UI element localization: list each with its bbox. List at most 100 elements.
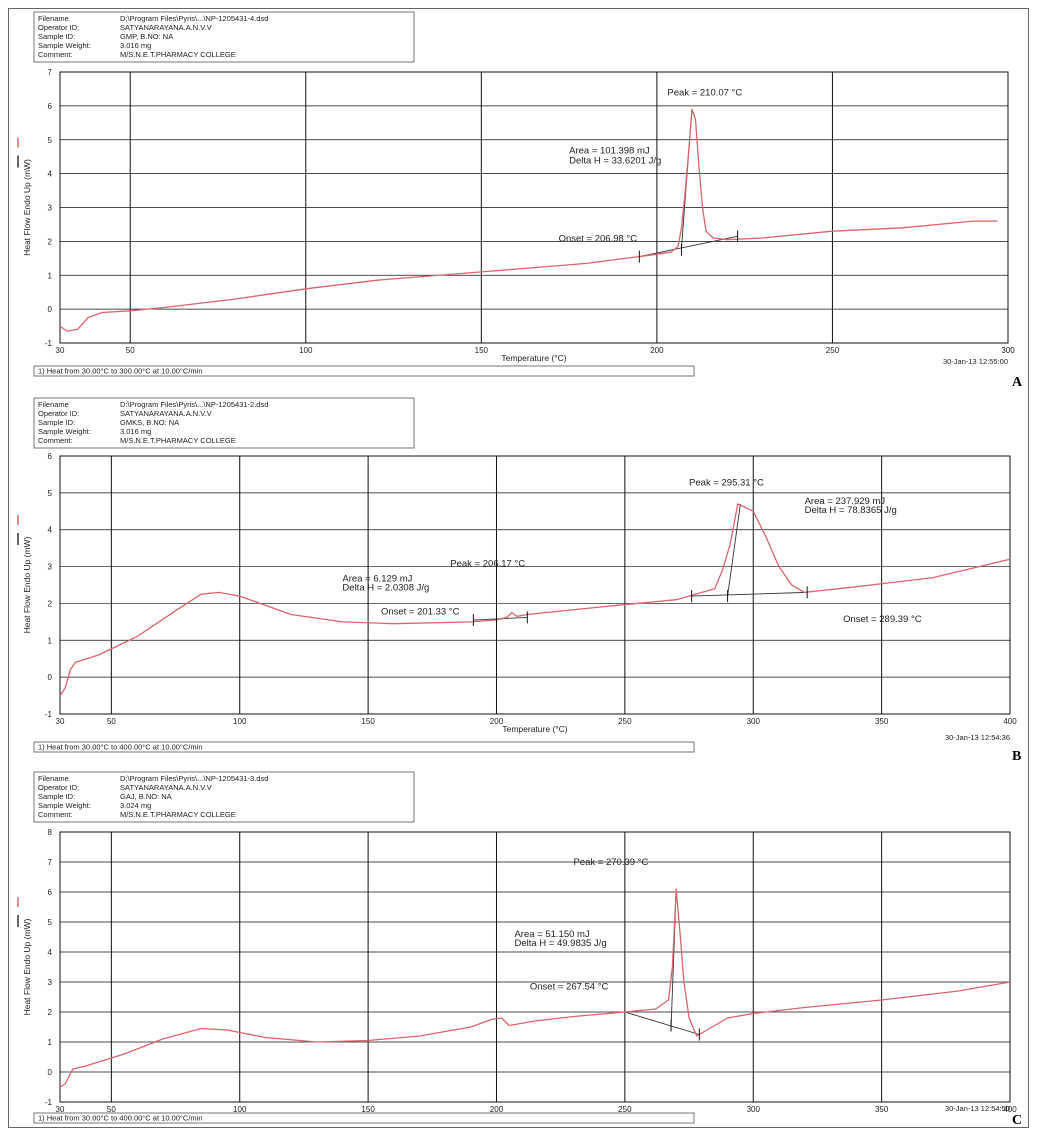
y-tick-label: 4 [48, 526, 53, 535]
peak-annotation: Delta H = 78.8365 J/g [805, 505, 897, 516]
x-tick-label: 350 [875, 1105, 889, 1114]
x-tick-label: 200 [490, 717, 504, 726]
baseline-segment [727, 503, 741, 597]
x-axis-label: Temperature (°C) [501, 353, 566, 363]
y-tick-label: 6 [48, 102, 53, 111]
x-tick-label: 300 [1001, 346, 1015, 355]
method-box [33, 1112, 695, 1124]
x-tick-label: 100 [233, 1105, 247, 1114]
header-label: Filename [38, 14, 69, 23]
peak-annotation: Area = 101.398 mJ [569, 145, 650, 156]
x-tick-label: 30 [56, 717, 65, 726]
header-label: Sample Weight: [38, 427, 91, 436]
x-tick-label: 400 [1003, 1105, 1017, 1114]
y-tick-label: 0 [48, 1068, 53, 1077]
y-axis-label: Heat Flow Endo Up (mW) [22, 536, 32, 633]
y-tick-label: 7 [48, 68, 53, 77]
header-label: Sample Weight: [38, 41, 91, 50]
header-label: Operator ID: [38, 783, 79, 792]
panel-c: Filename D:\Program Files\Pyris\...\NP-12… [17, 771, 1022, 1128]
header-label: Comment: [38, 436, 73, 445]
header-value: 3.024 mg [120, 801, 151, 810]
peak-annotation: Peak = 206.17 °C [450, 559, 525, 570]
y-axis-label: Heat Flow Endo Up (mW) [22, 918, 32, 1015]
x-tick-label: 100 [299, 346, 313, 355]
x-tick-label: 250 [618, 1105, 632, 1114]
y-tick-label: 6 [48, 888, 53, 897]
y-tick-label: 3 [48, 978, 53, 987]
y-tick-label: -1 [45, 1098, 53, 1107]
header-box [33, 11, 415, 63]
y-tick-label: 8 [48, 828, 53, 837]
y-tick-label: 7 [48, 858, 53, 867]
header-label: Sample ID: [38, 418, 75, 427]
plot-area [59, 831, 1011, 1103]
header-value: GMP, B.NO: NA [120, 32, 173, 41]
header-value: GMKS, B.NO: NA [120, 418, 179, 427]
method-text: 1) Heat from 30.00°C to 300.00°C at 10.0… [38, 367, 203, 376]
method-text: 1) Heat from 30.00°C to 400.00°C at 10.0… [38, 1114, 203, 1123]
y-tick-label: 2 [48, 1008, 53, 1017]
header-value: D:\Program Files\Pyris\...\NP-1205431-2.… [120, 400, 268, 409]
header-value: M/S.N.E.T.PHARMACY COLLEGE [120, 50, 236, 59]
x-tick-label: 150 [475, 346, 489, 355]
x-tick-label: 30 [56, 1105, 65, 1114]
header-label: Comment: [38, 810, 73, 819]
header-value: GAJ, B.NO: NA [120, 792, 172, 801]
y-tick-label: 2 [48, 237, 53, 246]
peak-annotation: Peak = 210.07 °C [667, 88, 742, 99]
peak-annotation: Peak = 270.39 °C [574, 857, 649, 868]
peak-annotation: Peak = 295.31 °C [689, 477, 764, 488]
x-tick-label: 200 [650, 346, 664, 355]
header-value: 3.016 mg [120, 427, 151, 436]
x-tick-label: 100 [233, 717, 247, 726]
header-value: M/S.N.E.T.PHARMACY COLLEGE [120, 810, 236, 819]
peak-annotation: Area = 237.929 mJ [805, 496, 886, 507]
header-value: D:\Program Files\Pyris\...\NP-1205431-4.… [120, 14, 268, 23]
header-label: Sample ID: [38, 32, 75, 41]
plot-area [59, 455, 1011, 715]
header-box [33, 771, 415, 823]
y-tick-label: -1 [45, 710, 53, 719]
peak-annotation: Area = 6.129 mJ [342, 573, 412, 584]
header-value: SATYANARAYANA.A.N.V.V [120, 23, 212, 32]
dsc-curve [59, 108, 998, 332]
y-axis-label: Heat Flow Endo Up (mW) [22, 159, 32, 256]
method-box [33, 365, 695, 377]
header-label: Comment: [38, 50, 73, 59]
y-tick-label: -1 [45, 339, 53, 348]
x-tick-label: 30 [56, 346, 65, 355]
y-tick-label: 2 [48, 599, 53, 608]
y-tick-label: 1 [48, 271, 53, 280]
y-tick-label: 1 [48, 1038, 53, 1047]
header-box [33, 397, 415, 449]
method-box [33, 741, 695, 753]
peak-annotation: Delta H = 33.6201 J/g [569, 155, 661, 166]
y-tick-label: 5 [48, 489, 53, 498]
header-label: Operator ID: [38, 409, 79, 418]
x-tick-label: 50 [126, 346, 135, 355]
header-value: SATYANARAYANA.A.N.V.V [120, 409, 212, 418]
timestamp: 30-Jan-13 12:55:00 [943, 357, 1008, 366]
x-axis-label: Temperature (°C) [502, 724, 567, 734]
header-label: Filename [38, 400, 69, 409]
y-tick-label: 4 [48, 170, 53, 179]
peak-annotation: Area = 51.150 mJ [514, 929, 590, 940]
y-tick-label: 5 [48, 918, 53, 927]
x-tick-label: 150 [361, 717, 375, 726]
x-tick-label: 300 [747, 1105, 761, 1114]
header-label: Sample ID: [38, 792, 75, 801]
header-label: Filename [38, 774, 69, 783]
peak-annotation: Delta H = 2.0308 J/g [342, 583, 429, 594]
header-value: D:\Program Files\Pyris\...\NP-1205431-3.… [120, 774, 268, 783]
header-value: SATYANARAYANA.A.N.V.V [120, 783, 212, 792]
peak-annotation: Onset = 267.54 °C [530, 982, 609, 993]
peak-annotation: Onset = 289.39 °C [843, 614, 922, 625]
header-label: Operator ID: [38, 23, 79, 32]
x-tick-label: 250 [826, 346, 840, 355]
y-tick-label: 6 [48, 452, 53, 461]
y-tick-label: 3 [48, 563, 53, 572]
header-value: M/S.N.E.T.PHARMACY COLLEGE [120, 436, 236, 445]
timestamp: 30-Jan-13 12:54:36 [945, 733, 1010, 742]
